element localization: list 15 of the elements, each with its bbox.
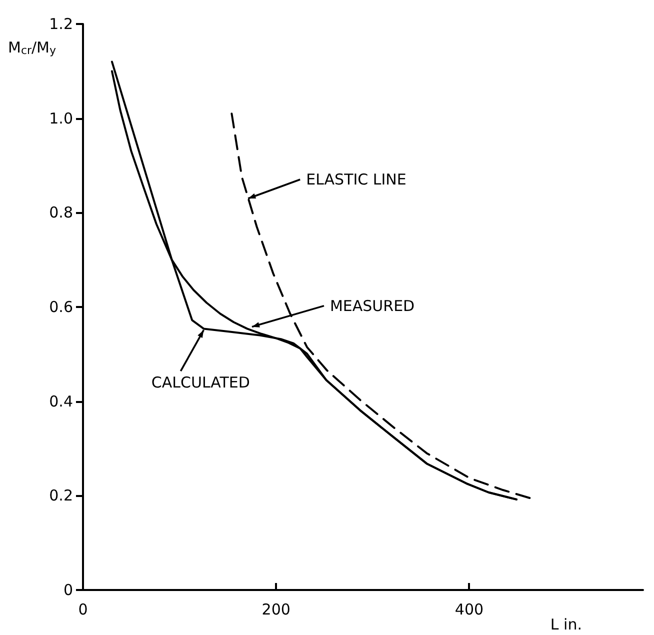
y-tick-label: 1.0	[49, 109, 73, 128]
y-tick-label: 0	[63, 581, 73, 599]
y-tick-label: 1.2	[49, 15, 73, 33]
x-tick-label: 0	[78, 600, 88, 618]
annotation: MEASURED	[330, 296, 415, 315]
y-tick-label: 0.2	[49, 486, 73, 505]
y-axis-title: Mcr/My	[8, 38, 57, 57]
x-axis-title: L in.	[550, 616, 582, 634]
x-tick-label: 200	[262, 600, 290, 618]
y-tick-label: 0.6	[49, 298, 73, 316]
annotation: CALCULATED	[151, 374, 250, 392]
y-tick-label: 0.4	[49, 392, 73, 410]
y-tick-label: 0.8	[49, 204, 73, 222]
annotation: ELASTIC LINE	[306, 170, 406, 189]
x-tick-label: 400	[454, 600, 484, 618]
